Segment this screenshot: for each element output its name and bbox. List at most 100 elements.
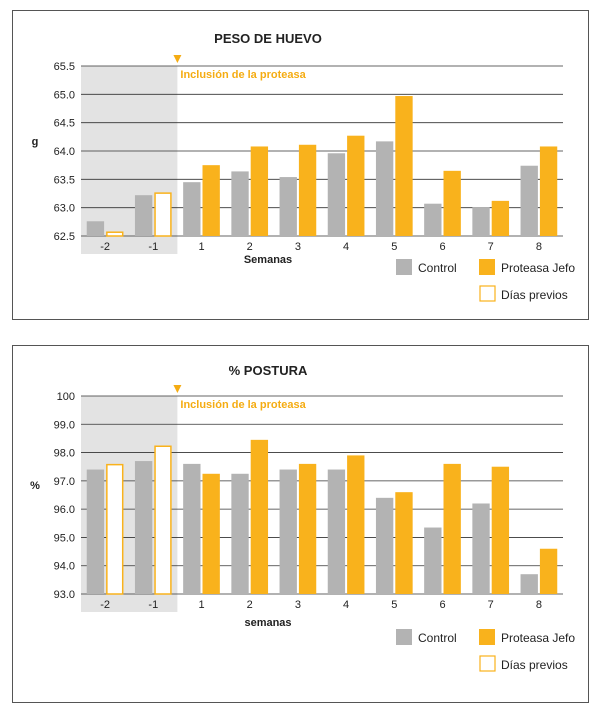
bar-control <box>183 182 201 236</box>
y-tick-label: 99.0 <box>54 419 75 431</box>
y-axis-label: g <box>32 136 39 148</box>
legend-swatch-previos <box>479 655 496 672</box>
bar-proteasa-jefo <box>395 492 413 594</box>
y-tick-label: 65.0 <box>54 89 75 101</box>
bar-control <box>327 153 346 236</box>
x-tick-label: 6 <box>439 241 445 253</box>
x-tick-label: 1 <box>198 241 204 253</box>
inclusion-marker-icon <box>173 55 182 63</box>
bar-previos <box>154 445 172 595</box>
inclusion-annotation: Inclusión de la proteasa <box>180 399 306 411</box>
x-tick-label: 5 <box>391 599 397 611</box>
legend-swatch-previos <box>479 285 496 302</box>
x-tick-label: 3 <box>295 599 301 611</box>
x-tick-label: 4 <box>343 599 349 611</box>
bar-proteasa-jefo <box>298 463 317 594</box>
bar-previos <box>106 231 124 237</box>
inclusion-marker-icon <box>173 385 182 393</box>
bar-control <box>231 473 249 594</box>
egg-weight-chart-panel: 62.5 63.0 63.5 64.0 64.5 65.0 65.5 -2 -1 1 2 3 4 5 6 7 8… <box>12 10 589 320</box>
x-tick-label: 8 <box>536 241 542 253</box>
legend-label-previos: Días previos <box>501 658 568 672</box>
legend-swatch-jefo <box>479 629 495 645</box>
legend-swatch-jefo <box>479 259 495 275</box>
x-tick-label: -2 <box>100 599 110 611</box>
x-axis-label: semanas <box>244 617 291 629</box>
y-tick-label: 100 <box>57 391 75 403</box>
legend-swatch-control <box>396 259 412 275</box>
bar-control <box>86 469 105 594</box>
legend-label-jefo: Proteasa Jefo <box>501 261 575 275</box>
x-tick-label: 5 <box>391 241 397 253</box>
legend-label-previos: Días previos <box>501 288 568 302</box>
y-tick-label: 63.5 <box>54 174 75 186</box>
legend-label-control: Control <box>418 261 457 275</box>
y-tick-label: 63.0 <box>54 203 75 215</box>
y-axis-label: % <box>30 480 40 492</box>
bar-proteasa-jefo <box>443 170 461 236</box>
x-tick-label: -2 <box>100 241 110 253</box>
x-tick-label: 7 <box>488 599 494 611</box>
x-tick-label: -1 <box>148 599 158 611</box>
bar-control <box>375 141 394 236</box>
y-tick-label: 64.0 <box>54 146 75 158</box>
y-tick-label: 96.0 <box>54 504 75 516</box>
x-tick-label: 8 <box>536 599 542 611</box>
y-tick-label: 93.0 <box>54 589 75 601</box>
bar-control <box>279 469 297 594</box>
y-tick-label: 95.0 <box>54 532 75 544</box>
bar-control <box>424 527 442 594</box>
bar-control <box>424 203 442 236</box>
legend-label-jefo: Proteasa Jefo <box>501 631 575 645</box>
bar-control <box>86 221 105 236</box>
x-tick-label: 7 <box>488 241 494 253</box>
bar-control <box>472 503 490 594</box>
bar-proteasa-jefo <box>539 548 558 594</box>
chart-title: PESO DE HUEVO <box>214 31 322 46</box>
bar-proteasa-jefo <box>491 200 510 236</box>
bar-proteasa-jefo <box>250 439 269 594</box>
bar-previos <box>106 463 124 595</box>
legend-swatch-control <box>396 629 412 645</box>
bar-proteasa-jefo <box>347 135 365 236</box>
bar-control <box>472 207 490 236</box>
bar-proteasa-jefo <box>443 463 461 594</box>
bar-proteasa-jefo <box>347 455 365 594</box>
x-tick-label: 6 <box>439 599 445 611</box>
y-tick-label: 64.5 <box>54 118 75 130</box>
bar-control <box>375 497 394 594</box>
y-tick-label: 65.5 <box>54 61 75 73</box>
x-tick-label: 2 <box>247 599 253 611</box>
bar-previos <box>154 192 172 237</box>
bar-control <box>231 171 249 236</box>
y-tick-label: 98.0 <box>54 448 75 460</box>
bar-control <box>134 461 153 594</box>
bar-control <box>183 463 201 594</box>
y-tick-label: 97.0 <box>54 476 75 488</box>
x-tick-label: 2 <box>247 241 253 253</box>
bar-proteasa-jefo <box>298 144 317 236</box>
x-tick-label: -1 <box>148 241 158 253</box>
chart-title: % POSTURA <box>229 363 308 378</box>
bar-proteasa-jefo <box>202 165 220 236</box>
bar-proteasa-jefo <box>491 466 510 594</box>
legend-label-control: Control <box>418 631 457 645</box>
bar-proteasa-jefo <box>395 96 413 237</box>
bar-control <box>279 177 297 236</box>
laying-rate-chart: 93.0 94.0 95.0 96.0 97.0 98.0 99.0 100 -2 -1 1 2 3 4 5… <box>30 363 575 672</box>
bar-control <box>520 165 538 236</box>
bar-control <box>520 574 538 594</box>
x-tick-label: 3 <box>295 241 301 253</box>
x-tick-label: 1 <box>198 599 204 611</box>
y-tick-label: 94.0 <box>54 561 75 573</box>
bar-proteasa-jefo <box>202 473 220 594</box>
egg-weight-chart: 62.5 63.0 63.5 64.0 64.5 65.0 65.5 -2 -1 1 2 3 4 5 6 7 8… <box>32 31 576 302</box>
bar-control <box>327 469 346 594</box>
bar-proteasa-jefo <box>539 146 558 236</box>
laying-rate-chart-panel: 93.0 94.0 95.0 96.0 97.0 98.0 99.0 100 -2 -1 1 2 3 4 5… <box>12 345 589 703</box>
x-axis-label: Semanas <box>244 254 292 266</box>
inclusion-annotation: Inclusión de la proteasa <box>180 69 306 81</box>
x-tick-label: 4 <box>343 241 349 253</box>
y-tick-label: 62.5 <box>54 231 75 243</box>
bar-control <box>134 195 153 236</box>
